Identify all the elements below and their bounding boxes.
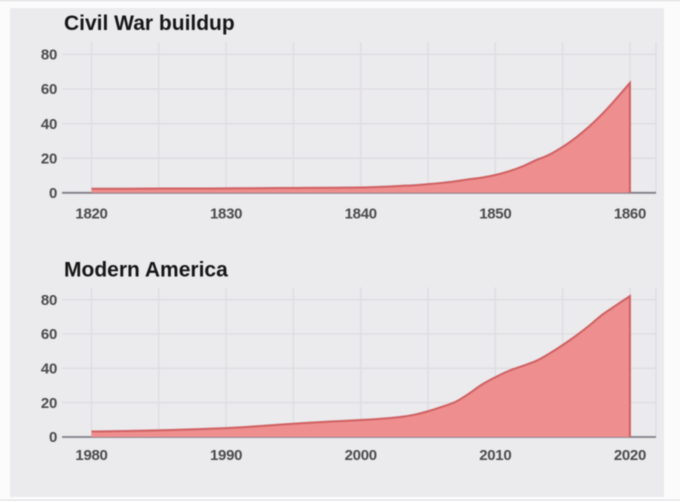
svg-text:0: 0: [49, 185, 57, 202]
svg-text:1850: 1850: [479, 206, 511, 223]
svg-text:80: 80: [41, 47, 57, 64]
svg-text:80: 80: [41, 292, 57, 309]
svg-text:40: 40: [41, 116, 57, 133]
svg-text:1830: 1830: [210, 206, 242, 223]
svg-text:1980: 1980: [75, 447, 107, 464]
svg-text:Civil War buildup: Civil War buildup: [64, 12, 235, 35]
svg-text:1990: 1990: [210, 447, 242, 464]
svg-text:40: 40: [41, 361, 57, 378]
svg-text:60: 60: [41, 81, 57, 98]
svg-text:60: 60: [41, 326, 57, 343]
svg-text:2020: 2020: [614, 447, 646, 464]
svg-text:1860: 1860: [614, 206, 646, 223]
svg-text:2010: 2010: [479, 447, 511, 464]
svg-text:1840: 1840: [345, 206, 377, 223]
svg-text:20: 20: [41, 395, 57, 412]
svg-text:Modern America: Modern America: [64, 259, 228, 282]
svg-text:1820: 1820: [75, 206, 107, 223]
svg-text:0: 0: [49, 429, 57, 446]
svg-text:20: 20: [41, 150, 57, 167]
svg-text:2000: 2000: [345, 447, 377, 464]
